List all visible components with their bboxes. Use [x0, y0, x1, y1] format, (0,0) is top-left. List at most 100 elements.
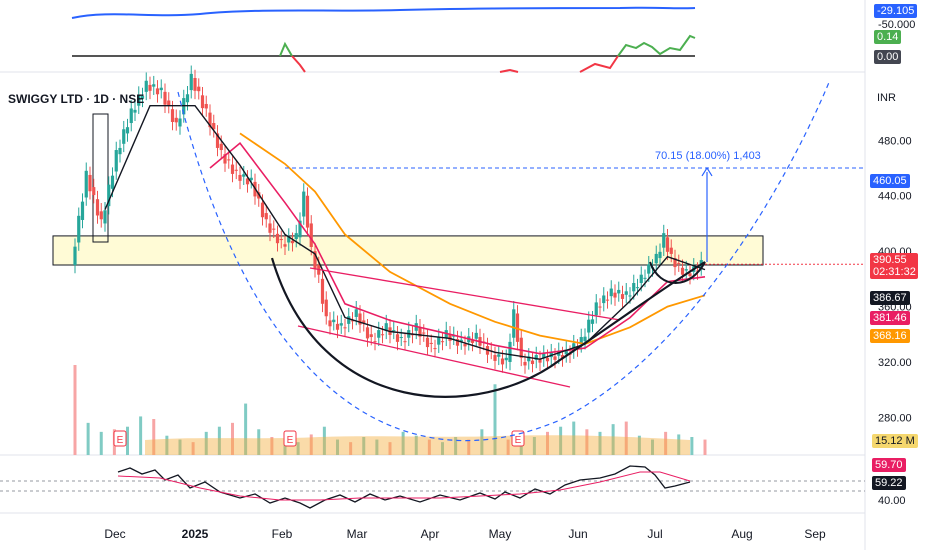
candle-body [377, 330, 381, 338]
earnings-marker [511, 430, 525, 447]
rsi-pane [0, 465, 865, 509]
rsi-signal-line [117, 471, 691, 501]
candle-body [665, 237, 670, 252]
volume-bar [283, 439, 287, 455]
candle-body [605, 299, 610, 301]
candle-body [320, 278, 325, 304]
candle-body [309, 223, 313, 247]
volume-bar [585, 429, 589, 455]
volume-bar [677, 434, 681, 455]
candle-body [313, 251, 317, 270]
x-tick-label: Apr [421, 527, 440, 541]
ma-long-line [239, 132, 706, 345]
candle-body [212, 123, 216, 130]
cup-curve [270, 257, 706, 398]
y-tick-label: 480.00 [878, 135, 912, 147]
top-indicator-blue-line [71, 6, 696, 19]
candle-body [564, 349, 568, 355]
tag-ma1: 386.67 [870, 291, 910, 305]
candle-body [684, 269, 688, 271]
candle-body [598, 306, 602, 308]
candle-body [77, 215, 81, 243]
candle-body [365, 327, 370, 339]
volume-bar [414, 435, 418, 455]
consolidation-box [92, 113, 109, 243]
earnings-marker-label: E [117, 435, 124, 446]
x-tick-label: Feb [272, 527, 293, 541]
candle-body [73, 246, 77, 265]
top-indicator-pane [71, 6, 696, 73]
volume-bar [362, 437, 366, 455]
symbol-header[interactable]: SWIGGY LTD · 1D · NSE [8, 92, 145, 106]
volume-bar [480, 429, 484, 455]
candle-body [227, 159, 231, 161]
currency-label[interactable]: INR [877, 92, 896, 104]
volume-bar [441, 442, 444, 455]
tag-volume: 15.12 M [872, 434, 918, 448]
candle-body [617, 289, 621, 294]
earnings-marker [113, 430, 127, 447]
candle-body [178, 118, 182, 127]
volume-bar [349, 442, 353, 455]
candle-body [542, 353, 546, 359]
earnings-marker-label: E [287, 435, 294, 446]
candle-body [200, 95, 205, 109]
tag-last-box: 390.55 02:31:32 [870, 253, 918, 279]
candle-body [583, 336, 587, 342]
candle-body [215, 133, 220, 148]
rsi-level: 40.00 [878, 495, 906, 507]
volume-bar [598, 431, 602, 455]
measure-annotation: 70.15 (18.00%) 1,403 [655, 150, 761, 162]
candle-body [587, 319, 591, 333]
candle-body [129, 108, 133, 124]
candle-body [302, 191, 306, 217]
candle-body [384, 323, 388, 331]
candle-body [350, 320, 355, 322]
candle-body [140, 96, 145, 99]
ma-mid-line [209, 141, 706, 355]
x-axis: Dec 2025 Feb Mar Apr May Jun Jul Aug Sep [104, 527, 826, 541]
volume-bar [546, 431, 549, 455]
candle-body [354, 309, 358, 317]
candle-body [504, 357, 508, 361]
candle-body [677, 262, 681, 264]
candle-body [448, 334, 452, 341]
candle-body [294, 233, 298, 240]
candle-body [654, 253, 658, 264]
volume-bar [244, 403, 248, 455]
volume-bar [388, 442, 392, 455]
candle-body [437, 337, 441, 345]
volume-bar [257, 429, 261, 455]
candle-body [328, 320, 332, 327]
candle-body [118, 147, 122, 155]
volume-bar [178, 439, 182, 455]
candle-body [219, 143, 223, 151]
candle-body [658, 251, 662, 259]
candle-body [88, 174, 92, 192]
candle-body [632, 283, 636, 292]
candle-body [264, 213, 268, 220]
candle-body [197, 86, 201, 92]
candle-body [639, 274, 643, 284]
candle-body [347, 316, 351, 324]
candle-body [185, 94, 190, 103]
candle-body [515, 313, 520, 342]
candle-body [148, 84, 152, 91]
candle-body [669, 247, 673, 254]
candle-body [245, 178, 250, 185]
volume-bar [624, 421, 628, 455]
channel-lower [297, 325, 571, 388]
candle-body [279, 239, 283, 241]
volume-bar [231, 422, 234, 455]
candle-body [272, 228, 276, 230]
tag-top-ref: -50.000 [878, 19, 916, 31]
candle-body [298, 220, 302, 238]
candle-body [324, 299, 328, 317]
x-tick-label: Sep [804, 527, 826, 541]
candle-body [624, 291, 628, 295]
candle-body [260, 202, 265, 218]
candle-body [358, 313, 362, 325]
candle-body [429, 342, 433, 344]
